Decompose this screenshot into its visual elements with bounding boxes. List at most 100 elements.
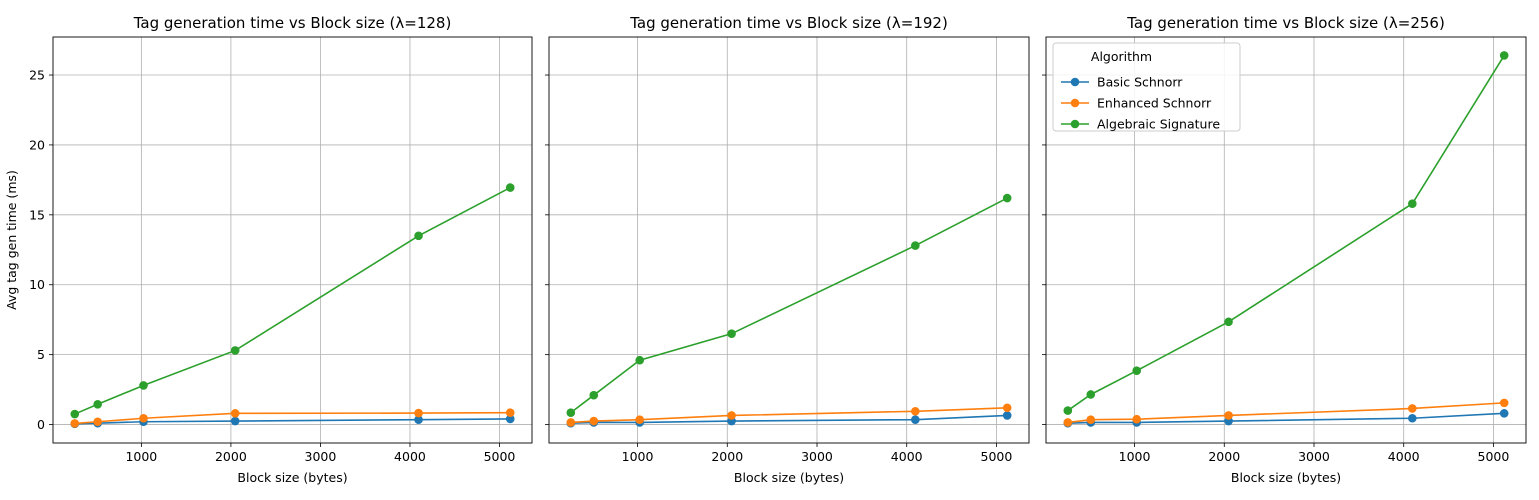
data-point-enhanced-schnorr: [1086, 415, 1096, 424]
x-tick-label: 2000: [215, 449, 247, 464]
grid-lines: [549, 37, 1029, 443]
x-tick-label: 2000: [711, 449, 743, 464]
data-point-algebraic-signature: [139, 381, 148, 390]
data-point-enhanced-schnorr: [1063, 418, 1073, 427]
data-point-algebraic-signature: [635, 355, 645, 365]
data-point-algebraic-signature: [1063, 406, 1073, 415]
series-line-algebraic-signature: [1067, 55, 1505, 412]
data-point-basic-schnorr: [505, 414, 515, 424]
series-enhanced-schnorr: [70, 408, 515, 428]
x-axis-label: Block size (bytes): [237, 470, 347, 485]
y-tick-label: 20: [29, 137, 45, 152]
data-point-basic-schnorr: [1408, 413, 1417, 423]
y-tick-label: 15: [29, 207, 45, 222]
chart-panel-2: 1000 2000 3000 4000 5000 Tag generation time …: [545, 14, 1030, 485]
data-point-algebraic-signature: [727, 329, 736, 338]
data-point-basic-schnorr: [1002, 411, 1012, 420]
legend-entry-enhanced-schnorr: Enhanced Schnorr: [1097, 96, 1212, 111]
data-point-enhanced-schnorr: [505, 408, 515, 417]
x-tick-label: 1000: [1119, 449, 1151, 464]
x-tick-label: 4000: [891, 449, 923, 464]
series-line-algebraic-signature: [570, 197, 1008, 414]
data-point-enhanced-schnorr: [1499, 398, 1509, 408]
chart-panel-3: 1000 2000 3000 4000 5000 Tag generation time …: [1042, 14, 1527, 485]
x-tick-label: 3000: [801, 449, 833, 464]
data-point-algebraic-signature: [911, 241, 920, 250]
data-point-algebraic-signature: [414, 231, 423, 241]
data-point-enhanced-schnorr: [414, 408, 423, 418]
data-point-enhanced-schnorr: [635, 415, 645, 424]
data-point-algebraic-signature: [230, 346, 240, 355]
data-point-enhanced-schnorr: [1224, 411, 1233, 420]
y-tick-label: 10: [29, 277, 45, 292]
x-tick-label: 2000: [1208, 449, 1240, 464]
y-axis-ticks: [545, 74, 549, 425]
data-point-basic-schnorr: [1499, 409, 1509, 418]
series-algebraic-signature: [70, 183, 515, 419]
legend-entry-basic-schnorr: Basic Schnorr: [1097, 75, 1183, 90]
data-point-algebraic-signature: [70, 409, 80, 419]
x-tick-label: 1000: [125, 449, 157, 464]
legend-entry-algebraic-signature: Algebraic Signature: [1097, 117, 1220, 132]
series-enhanced-schnorr: [1063, 398, 1509, 427]
series-algebraic-signature: [566, 193, 1012, 417]
data-point-basic-schnorr: [414, 415, 423, 424]
plot-frame: [548, 36, 1030, 444]
legend-marker-enhanced-schnorr: [1070, 98, 1080, 108]
x-tick-label: 4000: [394, 449, 426, 464]
legend: Algorithm Basic Schnorr Enhanced Schnorr Al…: [1052, 42, 1241, 132]
chart-panel-1: 1000 2000 3000 4000 5000 0 5 10 15 20 25 Tag genera…: [4, 14, 533, 485]
y-tick-label: 5: [37, 347, 45, 362]
series-basic-schnorr: [70, 414, 515, 429]
chart-title: Tag generation time vs Block size (λ=128…: [133, 14, 452, 32]
data-point-algebraic-signature: [1086, 390, 1096, 399]
x-tick-label: 5000: [1478, 449, 1510, 464]
legend-marker-basic-schnorr: [1070, 77, 1080, 87]
data-point-enhanced-schnorr: [70, 419, 80, 428]
legend-box: [1052, 42, 1241, 132]
series-line-algebraic-signature: [74, 186, 511, 415]
x-tick-label: 4000: [1388, 449, 1420, 464]
plot-frame: [1045, 36, 1527, 444]
chart-title: Tag generation time vs Block size (λ=192…: [629, 14, 948, 32]
x-tick-label: 5000: [981, 449, 1013, 464]
x-axis-label: Block size (bytes): [1231, 470, 1341, 485]
data-point-enhanced-schnorr: [1408, 404, 1417, 413]
x-tick-label: 1000: [622, 449, 654, 464]
y-tick-label: 0: [37, 417, 45, 432]
data-point-basic-schnorr: [230, 416, 240, 426]
data-point-enhanced-schnorr: [139, 413, 148, 423]
chart-title: Tag generation time vs Block size (λ=256…: [1126, 14, 1445, 32]
legend-marker-algebraic-signature: [1070, 119, 1080, 129]
data-point-algebraic-signature: [589, 390, 599, 400]
x-axis-label: Block size (bytes): [734, 470, 844, 485]
data-point-algebraic-signature: [1002, 193, 1012, 203]
y-axis-ticks: 0 5 10 15 20 25: [29, 68, 53, 432]
x-tick-label: 3000: [305, 449, 337, 464]
x-tick-label: 5000: [484, 449, 516, 464]
x-axis-ticks: 1000 2000 3000 4000 5000: [1119, 443, 1510, 464]
data-point-enhanced-schnorr: [1132, 414, 1142, 424]
x-tick-label: 3000: [1298, 449, 1330, 464]
data-point-enhanced-schnorr: [911, 406, 920, 416]
data-point-enhanced-schnorr: [230, 409, 240, 418]
data-point-enhanced-schnorr: [1002, 403, 1012, 413]
data-point-enhanced-schnorr: [727, 411, 736, 420]
data-point-algebraic-signature: [93, 399, 102, 409]
grid-lines: [53, 37, 532, 443]
x-axis-ticks: 1000 2000 3000 4000 5000: [622, 443, 1013, 464]
data-point-algebraic-signature: [1132, 366, 1142, 376]
y-axis-label: Avg tag gen time (ms): [4, 170, 19, 310]
data-point-algebraic-signature: [505, 183, 515, 192]
series-algebraic-signature: [1063, 51, 1509, 415]
legend-title: Algorithm: [1091, 49, 1152, 64]
data-point-algebraic-signature: [1224, 317, 1233, 327]
data-point-algebraic-signature: [1499, 51, 1509, 60]
plot-frame: [52, 36, 533, 444]
data-point-algebraic-signature: [566, 408, 576, 417]
data-point-enhanced-schnorr: [93, 417, 102, 427]
data-point-algebraic-signature: [1408, 199, 1417, 208]
data-point-enhanced-schnorr: [566, 418, 576, 427]
data-point-enhanced-schnorr: [589, 416, 599, 426]
